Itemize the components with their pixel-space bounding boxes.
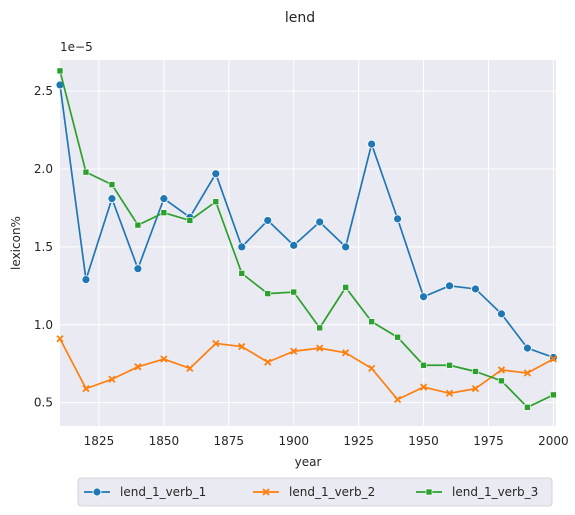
data-point — [81, 275, 91, 285]
legend-marker — [425, 488, 433, 496]
data-point — [263, 216, 273, 225]
data-point — [316, 344, 324, 352]
y-tick-label: 1.5 — [34, 240, 53, 254]
chart-title: lend — [285, 10, 315, 26]
x-tick-label: 1875 — [214, 434, 245, 448]
legend-box — [77, 477, 553, 507]
data-point — [264, 290, 272, 297]
data-point — [186, 364, 194, 373]
legend-item: lend_1_verb_3 — [416, 485, 538, 499]
x-tick-label: 2000 — [538, 434, 569, 448]
legend-marker — [262, 488, 270, 496]
x-tick-label: 1950 — [408, 434, 439, 448]
data-point — [523, 369, 532, 377]
data-point — [471, 384, 480, 393]
data-point — [290, 347, 298, 355]
y-tick-label: 0.5 — [34, 396, 53, 410]
legend-item: lend_1_verb_2 — [253, 485, 375, 499]
legend-label: lend_1_verb_3 — [452, 485, 538, 499]
series-1 — [55, 80, 558, 362]
data-point — [238, 342, 246, 351]
data-point — [108, 375, 116, 383]
series-line — [59, 70, 554, 409]
data-point — [82, 168, 90, 176]
data-point — [159, 194, 169, 204]
data-point — [212, 198, 220, 206]
x-axis-label: year — [295, 455, 322, 469]
data-point — [56, 335, 64, 343]
data-point — [211, 169, 221, 179]
x-tick-label: 1850 — [149, 434, 180, 448]
data-point — [107, 194, 117, 204]
x-tick-label: 1925 — [343, 434, 374, 448]
x-tick-label: 1975 — [473, 434, 504, 448]
data-point — [264, 358, 272, 366]
data-point — [367, 364, 376, 373]
data-point — [523, 343, 532, 353]
data-point — [186, 217, 194, 224]
data-point — [134, 363, 142, 371]
data-point — [82, 384, 90, 393]
data-point — [160, 355, 168, 363]
data-point — [368, 318, 375, 325]
legend-marker — [92, 487, 102, 497]
data-point — [445, 281, 454, 291]
data-point — [315, 217, 325, 227]
data-point — [342, 284, 349, 291]
y-tick-label: 1.0 — [34, 318, 53, 332]
series-line — [59, 338, 554, 401]
data-point — [420, 361, 427, 369]
data-point — [393, 395, 402, 404]
data-point — [498, 377, 505, 385]
legend-label: lend_1_verb_1 — [120, 485, 206, 499]
data-point — [497, 309, 506, 319]
data-point — [419, 383, 428, 391]
y-offset-label: 1e−5 — [60, 40, 93, 54]
data-point — [524, 404, 531, 411]
y-axis-ticks: 0.5 1.0 1.5 2.0 2.5 — [34, 84, 53, 409]
data-point — [497, 366, 506, 374]
data-point — [341, 242, 351, 252]
y-tick-label: 2.0 — [34, 162, 53, 176]
y-tick-label: 2.5 — [34, 84, 53, 98]
data-point — [446, 361, 453, 369]
series-2 — [56, 335, 558, 404]
data-point — [290, 288, 298, 296]
series-layer — [55, 67, 558, 411]
data-point — [550, 391, 557, 399]
legend-item: lend_1_verb_1 — [84, 485, 206, 499]
grid-lines — [60, 60, 556, 426]
data-point — [160, 209, 168, 216]
data-point — [367, 139, 377, 149]
data-point — [549, 355, 558, 363]
data-point — [393, 214, 402, 224]
data-point — [289, 240, 299, 250]
data-point — [316, 324, 323, 332]
legend: lend_1_verb_1 lend_1_verb_2 lend_1_verb_3 — [77, 477, 553, 507]
data-point — [134, 221, 142, 229]
data-point — [472, 368, 479, 375]
x-tick-label: 1900 — [278, 434, 309, 448]
data-point — [445, 389, 454, 397]
data-point — [108, 181, 116, 188]
data-point — [56, 67, 64, 75]
x-tick-label: 1825 — [84, 434, 115, 448]
x-axis-ticks: 1825 1850 1875 1900 1925 1950 1975 2000 — [84, 434, 569, 448]
data-point — [394, 333, 401, 341]
data-point — [212, 339, 220, 348]
data-point — [471, 284, 480, 294]
legend-label: lend_1_verb_2 — [289, 485, 375, 499]
data-point — [419, 292, 428, 302]
data-point — [237, 242, 247, 252]
y-axis-label: lexicon% — [9, 216, 23, 270]
data-point — [133, 264, 143, 274]
plot-area — [60, 60, 556, 426]
series-3 — [56, 67, 557, 411]
data-point — [238, 270, 246, 277]
data-point — [342, 349, 350, 357]
